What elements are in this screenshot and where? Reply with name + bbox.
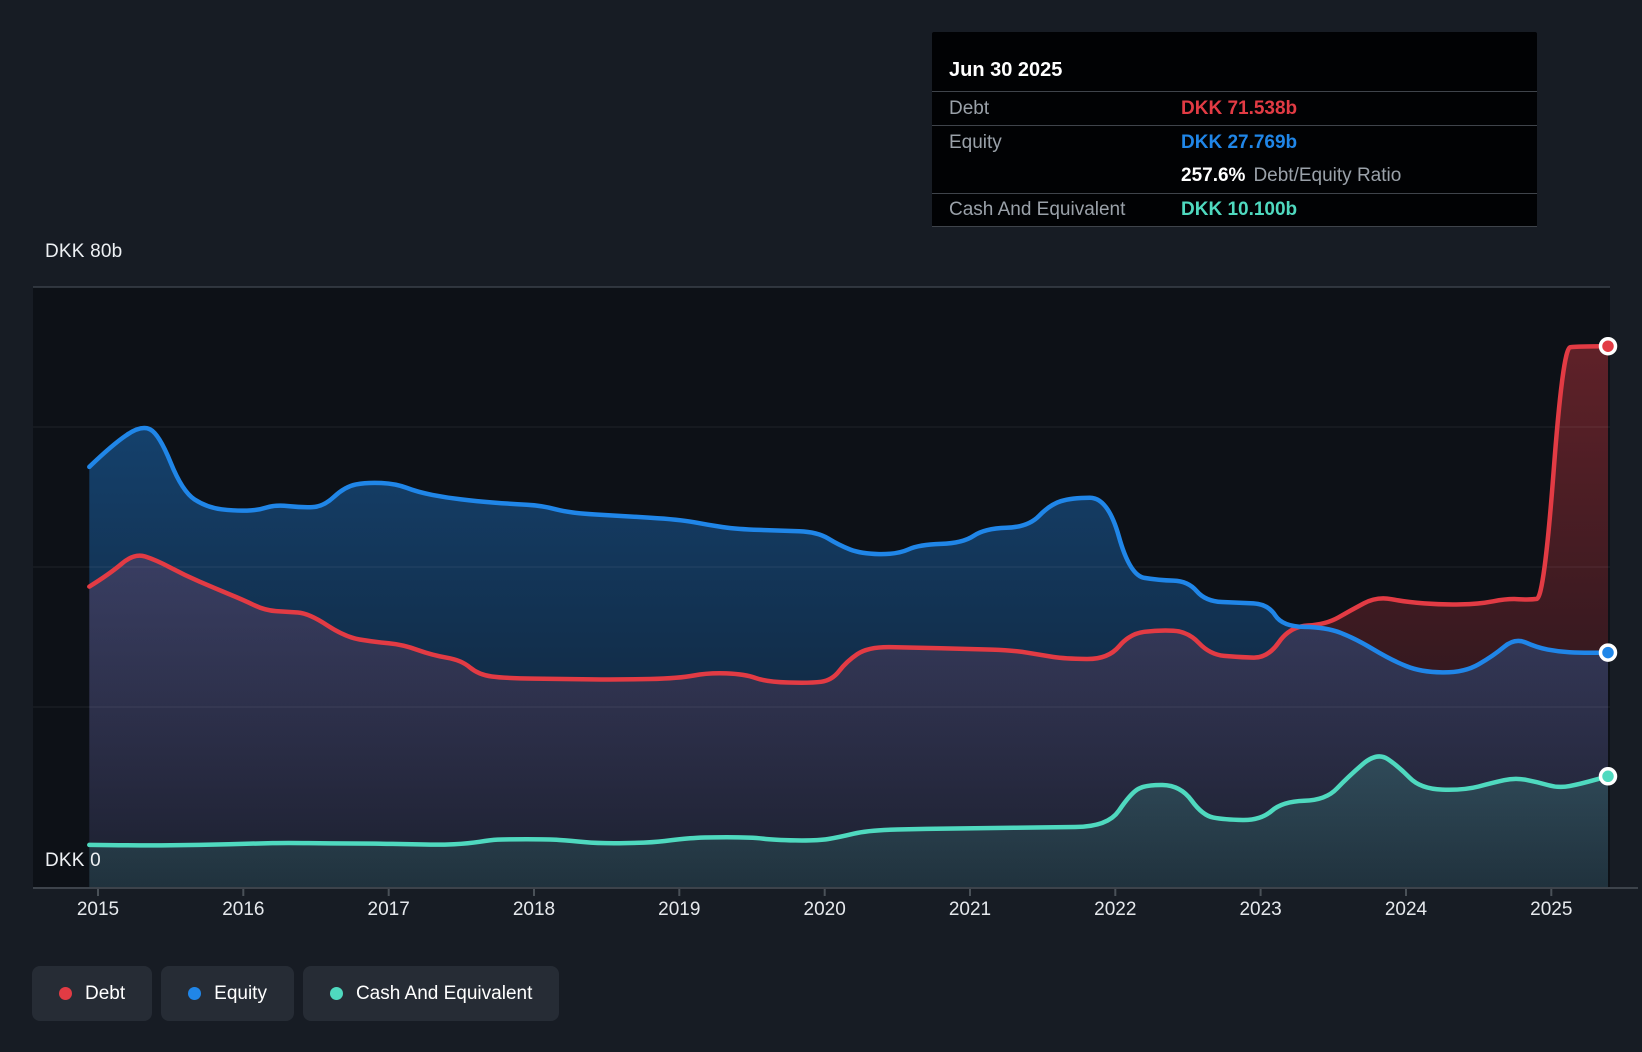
x-axis-label-2025: 2025 — [1511, 899, 1591, 921]
series-end-dot-2 — [1601, 769, 1616, 784]
tooltip-ratio-label: Debt/Equity Ratio — [1253, 165, 1401, 186]
legend-label: Debt — [85, 983, 125, 1005]
x-axis-label-2023: 2023 — [1221, 899, 1301, 921]
tooltip-row-cash: Cash And Equivalent DKK 10.100b — [932, 193, 1537, 227]
tooltip-cash-value: DKK 10.100b — [1181, 199, 1297, 221]
equity-legend-dot-icon — [188, 987, 201, 1000]
tooltip-ratio-value: 257.6% — [1181, 165, 1245, 186]
x-axis-label-2015: 2015 — [58, 899, 138, 921]
tooltip-row-ratio: 257.6% Debt/Equity Ratio — [932, 159, 1537, 193]
debt-legend-dot-icon — [59, 987, 72, 1000]
chart-tooltip: Jun 30 2025 Debt DKK 71.538b Equity DKK … — [932, 32, 1537, 227]
cash-and-equivalent-legend-dot-icon — [330, 987, 343, 1000]
legend-item-cash-and-equivalent[interactable]: Cash And Equivalent — [303, 966, 559, 1021]
legend-label: Equity — [214, 983, 267, 1005]
tooltip-ratio: 257.6% Debt/Equity Ratio — [1181, 165, 1401, 187]
tooltip-debt-value: DKK 71.538b — [1181, 98, 1297, 120]
tooltip-equity-label: Equity — [949, 132, 1002, 154]
tooltip-cash-label: Cash And Equivalent — [949, 199, 1125, 221]
debt-equity-chart[interactable]: DKK 80b DKK 0 20152016201720182019202020… — [0, 0, 1642, 1052]
x-axis-label-2019: 2019 — [639, 899, 719, 921]
x-axis-label-2018: 2018 — [494, 899, 574, 921]
x-axis-label-2024: 2024 — [1366, 899, 1446, 921]
legend-label: Cash And Equivalent — [356, 983, 532, 1005]
x-axis-label-2020: 2020 — [785, 899, 865, 921]
tooltip-row-equity: Equity DKK 27.769b — [932, 125, 1537, 159]
tooltip-equity-value: DKK 27.769b — [1181, 132, 1297, 154]
y-axis-label-80b: DKK 80b — [45, 241, 122, 263]
y-axis-label-0: DKK 0 — [45, 850, 101, 872]
legend-item-debt[interactable]: Debt — [32, 966, 152, 1021]
series-end-dot-0 — [1601, 339, 1616, 354]
x-axis-label-2017: 2017 — [349, 899, 429, 921]
tooltip-debt-label: Debt — [949, 98, 989, 120]
legend-item-equity[interactable]: Equity — [161, 966, 294, 1021]
x-axis-label-2022: 2022 — [1075, 899, 1155, 921]
x-axis-label-2016: 2016 — [203, 899, 283, 921]
x-axis-label-2021: 2021 — [930, 899, 1010, 921]
x-axis: 2015 2016 2017 2018 2019 2020 2021 2022 2023 2024… — [0, 899, 1642, 929]
tooltip-date: Jun 30 2025 — [932, 32, 1537, 91]
chart-legend: Debt Equity Cash And Equivalent — [32, 966, 559, 1021]
tooltip-row-debt: Debt DKK 71.538b — [932, 91, 1537, 125]
series-end-dot-1 — [1601, 645, 1616, 660]
